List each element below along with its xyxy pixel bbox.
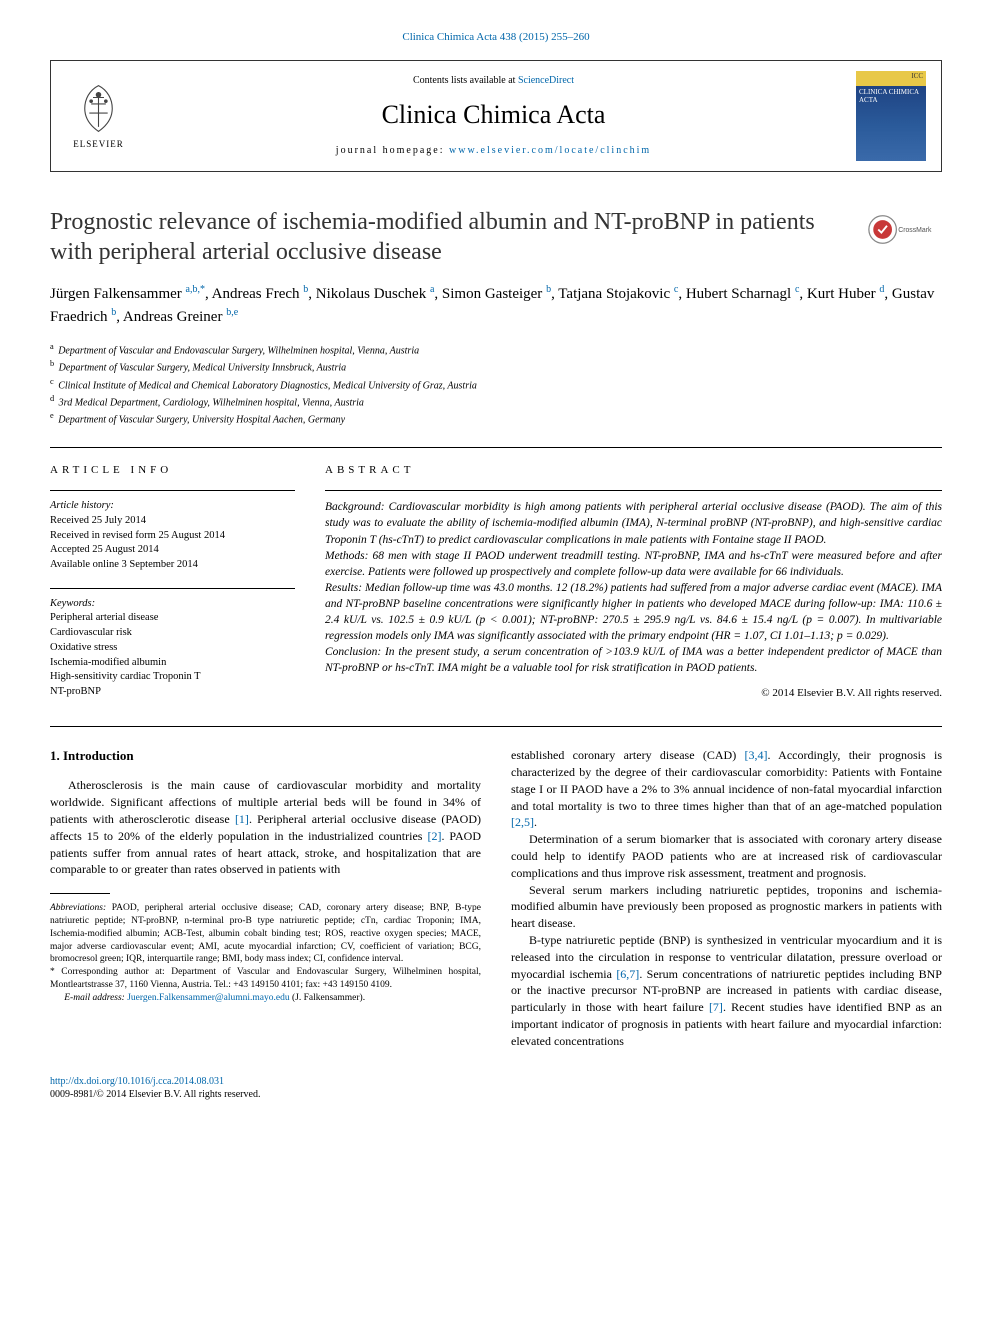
email-label: E-mail address: — [64, 993, 127, 1003]
history-line: Received in revised form 25 August 2014 — [50, 529, 295, 544]
corr-email-link[interactable]: Juergen.Falkensammer@alumni.mayo.edu — [127, 993, 289, 1003]
abstract-label: ABSTRACT — [325, 463, 942, 478]
ref-link-1[interactable]: [1] — [235, 812, 249, 826]
history-line: Available online 3 September 2014 — [50, 558, 295, 573]
article-title: Prognostic relevance of ischemia-modifie… — [50, 207, 847, 267]
ref-link-7[interactable]: [7] — [709, 1000, 723, 1014]
sciencedirect-link[interactable]: ScienceDirect — [518, 75, 574, 86]
affiliation: c Clinical Institute of Medical and Chem… — [50, 376, 942, 393]
issn-line: 0009-8981/© 2014 Elsevier B.V. All right… — [50, 1088, 942, 1102]
citation-link[interactable]: Clinica Chimica Acta 438 (2015) 255–260 — [402, 31, 589, 43]
ref-link-25[interactable]: [2,5] — [511, 815, 534, 829]
journal-cover-thumb: ICC CLINICA CHIMICA ACTA — [856, 71, 926, 161]
journal-name: Clinica Chimica Acta — [131, 97, 856, 132]
abstract-background: Background: Cardiovascular morbidity is … — [325, 501, 942, 545]
author: Jürgen Falkensammer a,b,* — [50, 286, 205, 302]
body-paragraph-r4: B-type natriuretic peptide (BNP) is synt… — [511, 932, 942, 1050]
contents-line: Contents lists available at ScienceDirec… — [131, 74, 856, 88]
keyword: Ischemia-modified albumin — [50, 656, 295, 671]
body-paragraph-r3: Several serum markers including natriure… — [511, 882, 942, 932]
body-paragraph-r2: Determination of a serum biomarker that … — [511, 831, 942, 881]
elsevier-logo: ELSEVIER — [66, 78, 131, 153]
page-footer: http://dx.doi.org/10.1016/j.cca.2014.08.… — [50, 1075, 942, 1102]
keyword: Oxidative stress — [50, 641, 295, 656]
author: , Kurt Huber d — [799, 286, 884, 302]
affiliation: e Department of Vascular Surgery, Univer… — [50, 410, 942, 427]
journal-header: ELSEVIER Contents lists available at Sci… — [50, 60, 942, 172]
author: , Nikolaus Duschek a — [308, 286, 434, 302]
author: , Hubert Scharnagl c — [678, 286, 799, 302]
abstract-copyright: © 2014 Elsevier B.V. All rights reserved… — [325, 686, 942, 701]
email-suffix: (J. Falkensammer). — [290, 993, 365, 1003]
article-history: Article history: Received 25 July 2014Re… — [50, 499, 295, 572]
author: , Andreas Frech b — [205, 286, 308, 302]
elsevier-label: ELSEVIER — [73, 138, 124, 150]
cover-badge: ICC — [856, 71, 926, 86]
keyword: Peripheral arterial disease — [50, 611, 295, 626]
homepage-link[interactable]: www.elsevier.com/locate/clinchim — [449, 145, 651, 156]
abstract-methods: Methods: 68 men with stage II PAOD under… — [325, 550, 942, 578]
intro-paragraph-1: Atherosclerosis is the main cause of car… — [50, 777, 481, 878]
corr-text: Corresponding author at: Department of V… — [50, 967, 481, 990]
crossmark-badge[interactable]: CrossMark — [867, 212, 942, 247]
abstract-conclusion: Conclusion: In the present study, a seru… — [325, 646, 942, 674]
footnote-separator — [50, 893, 110, 894]
keyword: NT-proBNP — [50, 685, 295, 700]
abbrev-text: PAOD, peripheral arterial occlusive dise… — [50, 903, 481, 964]
affiliation: d 3rd Medical Department, Cardiology, Wi… — [50, 393, 942, 410]
author: , Simon Gasteiger b — [434, 286, 551, 302]
authors-list: Jürgen Falkensammer a,b,*, Andreas Frech… — [50, 282, 942, 329]
keywords-block: Keywords: Peripheral arterial diseaseCar… — [50, 597, 295, 700]
ref-link-2[interactable]: [2] — [427, 829, 441, 843]
article-info-label: ARTICLE INFO — [50, 463, 295, 478]
ref-link-67[interactable]: [6,7] — [616, 967, 639, 981]
abstract-results: Results: Median follow-up time was 43.0 … — [325, 582, 942, 642]
author: , Andreas Greiner b,e — [116, 309, 238, 325]
keyword: Cardiovascular risk — [50, 626, 295, 641]
author: , Tatjana Stojakovic c — [551, 286, 678, 302]
keywords-title: Keywords: — [50, 597, 295, 612]
body-paragraph-r1: established coronary artery disease (CAD… — [511, 747, 942, 831]
citation-line: Clinica Chimica Acta 438 (2015) 255–260 — [50, 30, 942, 45]
intro-heading: 1. Introduction — [50, 747, 481, 765]
history-line: Received 25 July 2014 — [50, 514, 295, 529]
contents-prefix: Contents lists available at — [413, 75, 518, 86]
abstract-text: Background: Cardiovascular morbidity is … — [325, 499, 942, 676]
abbrev-label: Abbreviations: — [50, 903, 106, 913]
history-title: Article history: — [50, 499, 295, 514]
body-column-right: established coronary artery disease (CAD… — [511, 747, 942, 1049]
footnotes: Abbreviations: PAOD, peripheral arterial… — [50, 902, 481, 1005]
homepage-label: journal homepage: — [336, 145, 449, 156]
ref-link-34[interactable]: [3,4] — [745, 748, 768, 762]
keyword: High-sensitivity cardiac Troponin T — [50, 670, 295, 685]
svg-text:CrossMark: CrossMark — [898, 227, 932, 234]
affiliation: a Department of Vascular and Endovascula… — [50, 341, 942, 358]
journal-homepage-line: journal homepage: www.elsevier.com/locat… — [131, 144, 856, 158]
affiliations-list: a Department of Vascular and Endovascula… — [50, 341, 942, 428]
doi-link[interactable]: http://dx.doi.org/10.1016/j.cca.2014.08.… — [50, 1076, 224, 1087]
history-line: Accepted 25 August 2014 — [50, 543, 295, 558]
body-column-left: 1. Introduction Atherosclerosis is the m… — [50, 747, 481, 1049]
elsevier-tree-icon — [71, 81, 126, 136]
affiliation: b Department of Vascular Surgery, Medica… — [50, 358, 942, 375]
